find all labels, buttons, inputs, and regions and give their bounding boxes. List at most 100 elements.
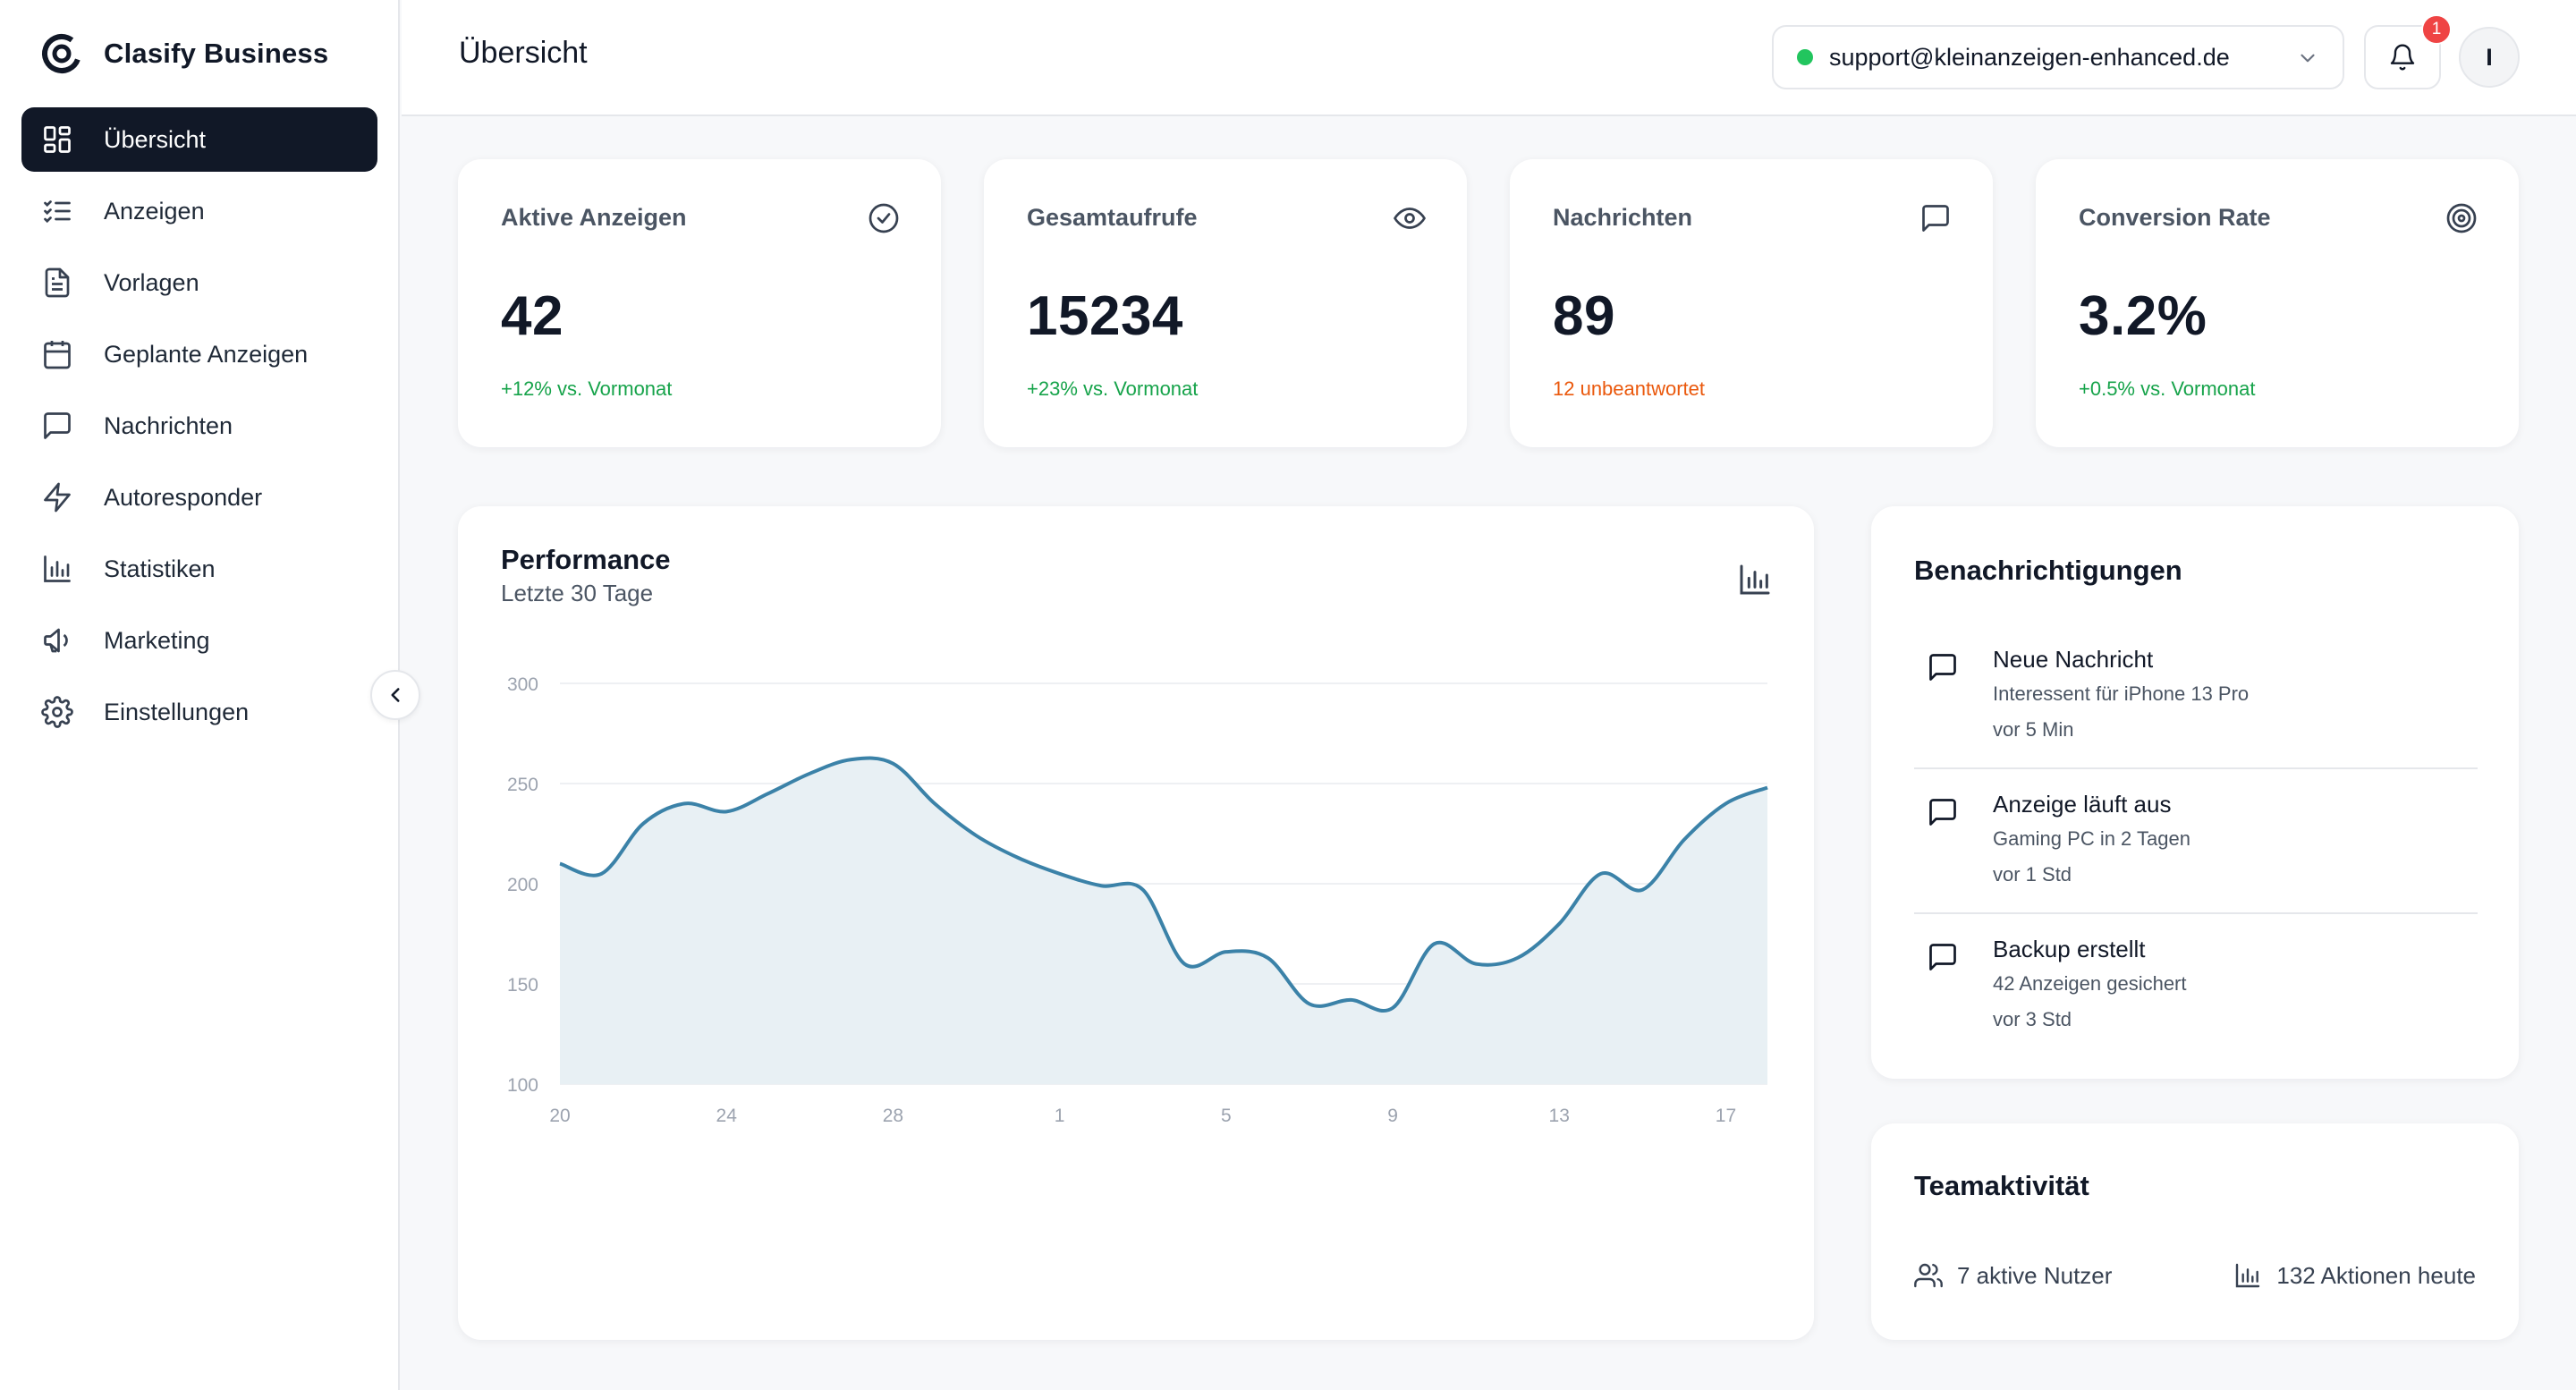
stat-value: 3.2% bbox=[2079, 285, 2207, 347]
sidebar-item-marketing[interactable]: Marketing bbox=[21, 608, 377, 673]
sidebar-item-label: Einstellungen bbox=[104, 698, 250, 725]
brand-name: Clasify Business bbox=[104, 38, 329, 69]
bell-icon bbox=[2390, 44, 2415, 71]
user-avatar[interactable]: I bbox=[2459, 27, 2520, 88]
notification-time: vor 1 Std bbox=[1993, 863, 2072, 886]
list-check-icon bbox=[39, 193, 75, 229]
x-tick-label: 1 bbox=[1055, 1106, 1065, 1126]
stat-title: Aktive Anzeigen bbox=[501, 204, 687, 231]
message-square-icon bbox=[39, 408, 75, 444]
sidebar-item-label: Übersicht bbox=[104, 125, 207, 153]
x-tick-label: 20 bbox=[549, 1106, 570, 1126]
y-tick-label: 200 bbox=[507, 875, 538, 895]
target-icon bbox=[2446, 203, 2477, 233]
divider bbox=[1914, 767, 2478, 769]
stat-card-gesamtaufrufe: Gesamtaufrufe 15234 +23% vs. Vormonat bbox=[984, 159, 1467, 447]
x-tick-label: 24 bbox=[716, 1106, 738, 1126]
notification-item[interactable]: Anzeige läuft aus Gaming PC in 2 Tagen v… bbox=[1914, 771, 2478, 916]
sidebar-item-autoresponder[interactable]: Autoresponder bbox=[21, 465, 377, 530]
sidebar-item-label: Nachrichten bbox=[104, 411, 233, 439]
stat-value: 42 bbox=[501, 285, 564, 347]
message-square-icon bbox=[1929, 654, 1956, 681]
message-square-icon bbox=[1929, 944, 1956, 970]
performance-subtitle: Letzte 30 Tage bbox=[501, 580, 654, 606]
account-email: support@kleinanzeigen-enhanced.de bbox=[1829, 43, 2230, 71]
stat-change: 12 unbeantwortet bbox=[1553, 377, 1706, 400]
brand[interactable]: Clasify Business bbox=[39, 27, 328, 81]
team-activity-card: Teamaktivität 7 aktive Nutzer 132 Aktion… bbox=[1871, 1123, 2519, 1340]
eye-icon bbox=[1394, 208, 1426, 229]
notification-title: Neue Nachricht bbox=[1993, 646, 2154, 673]
performance-title: Performance bbox=[501, 544, 671, 575]
message-square-icon bbox=[1922, 205, 1949, 232]
account-select[interactable]: support@kleinanzeigen-enhanced.de bbox=[1772, 25, 2344, 89]
notification-item[interactable]: Backup erstellt 42 Anzeigen gesichert vo… bbox=[1914, 916, 2478, 1061]
users-icon bbox=[1914, 1263, 1943, 1288]
notification-description: Interessent für iPhone 13 Pro bbox=[1993, 682, 2250, 705]
sidebar-item-vorlagen[interactable]: Vorlagen bbox=[21, 250, 377, 315]
stat-change: +23% vs. Vormonat bbox=[1027, 377, 1199, 400]
page-title: Übersicht bbox=[459, 36, 588, 70]
series-line bbox=[559, 756, 1768, 1013]
bar-chart-icon bbox=[2236, 1263, 2260, 1288]
stat-card-nachrichten: Nachrichten 89 12 unbeantwortet bbox=[1510, 159, 1993, 447]
stat-change: +0.5% vs. Vormonat bbox=[2079, 377, 2256, 400]
notification-count-badge: 1 bbox=[2421, 14, 2452, 45]
y-tick-label: 250 bbox=[507, 775, 538, 795]
team-activity-title: Teamaktivität bbox=[1914, 1170, 2089, 1201]
x-tick-label: 28 bbox=[883, 1106, 903, 1126]
file-text-icon bbox=[39, 265, 75, 301]
stat-value: 89 bbox=[1553, 285, 1615, 347]
sidebar-item-einstellungen[interactable]: Einstellungen bbox=[21, 680, 377, 744]
x-tick-label: 17 bbox=[1716, 1106, 1736, 1126]
team-users-label: 7 aktive Nutzer bbox=[1957, 1261, 2113, 1289]
notification-description: Gaming PC in 2 Tagen bbox=[1993, 827, 2190, 850]
team-actions-label: 132 Aktionen heute bbox=[2276, 1261, 2476, 1289]
notification-title: Backup erstellt bbox=[1993, 936, 2146, 962]
calendar-icon bbox=[39, 336, 75, 372]
top-header: Übersicht support@kleinanzeigen-enhanced… bbox=[402, 0, 2576, 116]
logo-icon bbox=[42, 34, 81, 73]
message-square-icon bbox=[1929, 799, 1956, 826]
notification-time: vor 5 Min bbox=[1993, 718, 2074, 741]
chevron-left-icon bbox=[391, 688, 400, 702]
team-active-users: 7 aktive Nutzer bbox=[1914, 1261, 2112, 1290]
x-tick-label: 5 bbox=[1221, 1106, 1232, 1126]
y-tick-label: 100 bbox=[507, 1075, 538, 1096]
sidebar-nav: Übersicht Anzeigen Vorlagen Geplante Anz… bbox=[21, 107, 377, 751]
stat-change: +12% vs. Vormonat bbox=[501, 377, 673, 400]
area-fill bbox=[560, 758, 1767, 1084]
sidebar-item-label: Geplante Anzeigen bbox=[104, 340, 309, 368]
sidebar-item-label: Statistiken bbox=[104, 555, 216, 582]
performance-card: Performance Letzte 30 Tage 100 150 200 250 3… bbox=[458, 506, 1814, 1340]
bar-chart-icon bbox=[39, 551, 75, 587]
stat-card-aktive-anzeigen: Aktive Anzeigen 42 +12% vs. Vormonat bbox=[458, 159, 941, 447]
stat-title: Nachrichten bbox=[1553, 204, 1693, 231]
sidebar-item-geplante-anzeigen[interactable]: Geplante Anzeigen bbox=[21, 322, 377, 386]
performance-chart: 100 150 200 250 300 20 24 28 1 5 9 13 17 bbox=[507, 674, 1768, 1126]
dashboard-icon bbox=[39, 122, 75, 157]
bar-chart-icon[interactable] bbox=[1737, 562, 1773, 598]
sidebar-item-nachrichten[interactable]: Nachrichten bbox=[21, 394, 377, 458]
sidebar-item-label: Anzeigen bbox=[104, 197, 205, 225]
stat-card-conversion-rate: Conversion Rate 3.2% +0.5% vs. Vormonat bbox=[2036, 159, 2519, 447]
notifications-button[interactable]: 1 bbox=[2364, 14, 2452, 89]
notification-time: vor 3 Std bbox=[1993, 1008, 2072, 1030]
team-actions-today: 132 Aktionen heute bbox=[2233, 1261, 2476, 1290]
notification-item[interactable]: Neue Nachricht Interessent für iPhone 13… bbox=[1914, 626, 2478, 771]
check-circle-icon bbox=[869, 203, 899, 233]
y-tick-label: 300 bbox=[507, 674, 538, 695]
y-tick-label: 150 bbox=[507, 975, 538, 996]
sidebar-item-anzeigen[interactable]: Anzeigen bbox=[21, 179, 377, 243]
x-tick-label: 13 bbox=[1549, 1106, 1570, 1126]
sidebar-item-statistiken[interactable]: Statistiken bbox=[21, 537, 377, 601]
notifications-title: Benachrichtigungen bbox=[1914, 555, 2182, 586]
status-dot bbox=[1797, 49, 1813, 65]
megaphone-icon bbox=[39, 623, 75, 658]
sidebar: Clasify Business Übersicht Anzeigen Vorl… bbox=[0, 0, 400, 1390]
sidebar-collapse-button[interactable] bbox=[370, 670, 420, 720]
sidebar-item-uebersicht[interactable]: Übersicht bbox=[21, 107, 377, 172]
x-tick-label: 9 bbox=[1387, 1106, 1398, 1126]
notification-title: Anzeige läuft aus bbox=[1993, 791, 2172, 818]
gear-icon bbox=[39, 694, 75, 730]
